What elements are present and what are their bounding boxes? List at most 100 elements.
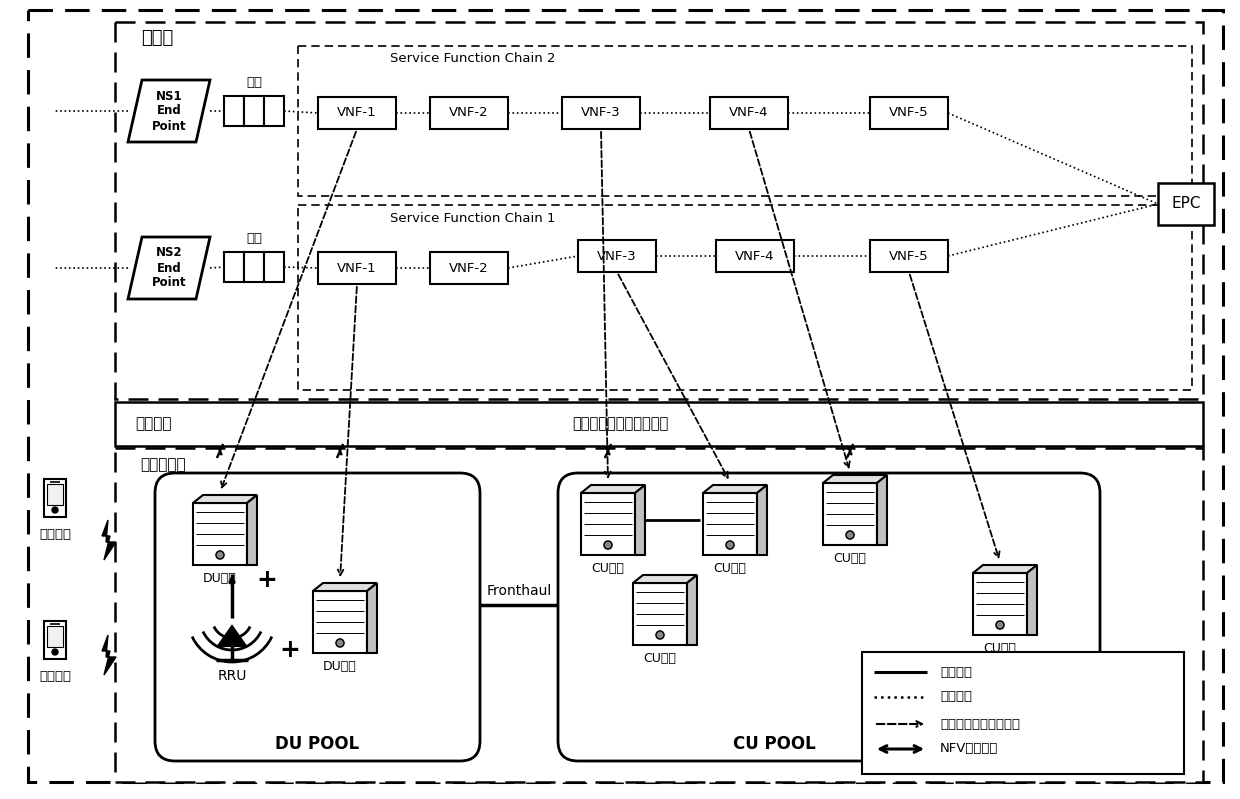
Text: +: + (257, 568, 278, 592)
Text: NS1
End
Point: NS1 End Point (151, 89, 186, 133)
Polygon shape (247, 495, 257, 565)
Text: Fronthaul: Fronthaul (486, 584, 552, 598)
Text: CU设备: CU设备 (983, 642, 1017, 655)
Text: NS2
End
Point: NS2 End Point (151, 247, 186, 289)
Polygon shape (632, 583, 687, 645)
Text: 虚拟化层: 虚拟化层 (135, 416, 171, 431)
Text: VNF-5: VNF-5 (889, 106, 929, 120)
Polygon shape (823, 475, 887, 483)
Bar (244, 96, 264, 126)
Text: VNF-4: VNF-4 (735, 249, 775, 263)
Text: RRU: RRU (217, 669, 247, 683)
Bar (224, 96, 244, 126)
Polygon shape (877, 475, 887, 545)
Text: Service Function Chain 1: Service Function Chain 1 (391, 212, 556, 225)
Polygon shape (582, 485, 645, 493)
Bar (224, 252, 244, 282)
Polygon shape (102, 520, 117, 560)
Text: VNF-1: VNF-1 (337, 106, 377, 120)
Polygon shape (582, 493, 635, 555)
Circle shape (216, 551, 224, 559)
Bar (430, 97, 508, 129)
Text: VNF-5: VNF-5 (889, 249, 929, 263)
Polygon shape (973, 565, 1037, 573)
Polygon shape (312, 591, 367, 653)
Polygon shape (193, 503, 247, 565)
Text: 队列: 队列 (246, 77, 262, 89)
Bar (578, 240, 656, 272)
Bar (47, 626, 63, 647)
Bar (317, 252, 396, 284)
Polygon shape (635, 485, 645, 555)
Polygon shape (193, 495, 257, 503)
Polygon shape (632, 575, 697, 583)
Polygon shape (128, 80, 210, 142)
Bar (115, 22, 1203, 399)
Bar (715, 240, 794, 272)
Bar (430, 252, 508, 284)
Polygon shape (973, 573, 1027, 635)
Text: Service Function Chain 2: Service Function Chain 2 (391, 53, 556, 66)
Bar (711, 97, 787, 129)
Polygon shape (312, 583, 377, 591)
Bar (862, 652, 1184, 774)
Text: CU设备: CU设备 (591, 562, 625, 575)
Text: VNF-4: VNF-4 (729, 106, 769, 120)
Text: EPC: EPC (1172, 197, 1200, 212)
Text: 用户终端: 用户终端 (38, 670, 71, 683)
Text: VNF-3: VNF-3 (582, 106, 621, 120)
Bar (298, 46, 1192, 196)
Text: CU设备: CU设备 (833, 552, 867, 566)
Polygon shape (823, 483, 877, 545)
Bar (562, 97, 640, 129)
Circle shape (604, 541, 613, 549)
Bar (298, 205, 1192, 390)
Text: 基础设施层: 基础设施层 (140, 458, 186, 472)
Text: VNF-1: VNF-1 (337, 261, 377, 275)
FancyBboxPatch shape (558, 473, 1100, 761)
Bar (244, 252, 264, 282)
Text: 应用层: 应用层 (141, 29, 174, 47)
Circle shape (846, 531, 854, 539)
Text: DU设备: DU设备 (324, 661, 357, 674)
Text: VNF-2: VNF-2 (449, 261, 489, 275)
Text: DU设备: DU设备 (203, 573, 237, 586)
Text: VNF-3: VNF-3 (598, 249, 637, 263)
Polygon shape (218, 626, 246, 646)
Polygon shape (756, 485, 768, 555)
Bar (115, 402, 1203, 446)
FancyBboxPatch shape (155, 473, 480, 761)
Polygon shape (703, 485, 768, 493)
Text: CU设备: CU设备 (713, 562, 746, 575)
Polygon shape (102, 635, 117, 675)
Text: 物理链路: 物理链路 (940, 666, 972, 678)
Text: DU POOL: DU POOL (275, 735, 360, 753)
Text: +: + (279, 638, 300, 662)
Polygon shape (687, 575, 697, 645)
Bar (115, 448, 1203, 782)
Polygon shape (1027, 565, 1037, 635)
Circle shape (52, 649, 58, 655)
Bar (317, 97, 396, 129)
Bar (264, 96, 284, 126)
Bar (870, 240, 949, 272)
Text: 资源管理、节点状态监测: 资源管理、节点状态监测 (572, 416, 668, 431)
Circle shape (52, 507, 58, 513)
Text: 虚拟网络功能映射关系: 虚拟网络功能映射关系 (940, 718, 1021, 730)
Circle shape (996, 621, 1004, 629)
Circle shape (725, 541, 734, 549)
Text: CU设备: CU设备 (644, 653, 677, 666)
Polygon shape (128, 237, 210, 299)
Bar (264, 252, 284, 282)
Text: VNF-2: VNF-2 (449, 106, 489, 120)
Bar (870, 97, 949, 129)
Polygon shape (367, 583, 377, 653)
Text: NFV控制指令: NFV控制指令 (940, 742, 998, 756)
Bar (47, 484, 63, 505)
Circle shape (656, 631, 663, 639)
Polygon shape (703, 493, 756, 555)
Text: 队列: 队列 (246, 233, 262, 245)
Text: CU POOL: CU POOL (733, 735, 816, 753)
Bar (1158, 183, 1214, 225)
Text: 用户终端: 用户终端 (38, 528, 71, 542)
